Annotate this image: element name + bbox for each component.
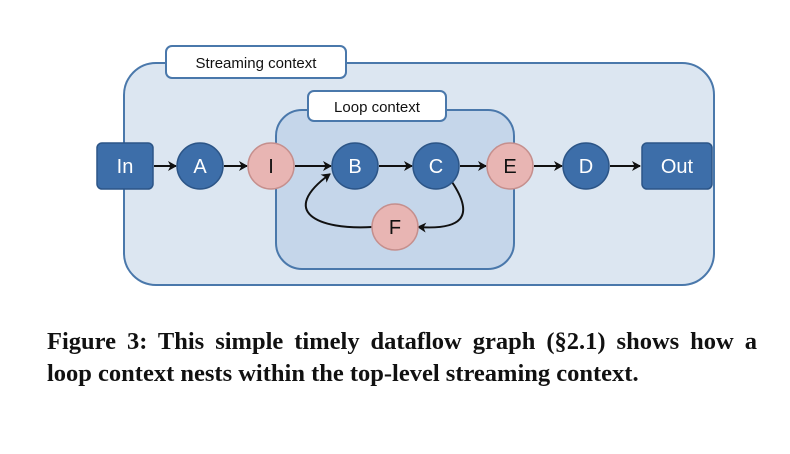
node-i	[247, 142, 295, 190]
edge-f-b	[304, 173, 373, 229]
node-b-label: B	[348, 156, 361, 178]
loop-context-label: Loop context	[334, 99, 421, 116]
node-c-label: C	[429, 156, 443, 178]
node-c	[412, 142, 460, 190]
dataflow-diagram: Streaming context Loop context In A I B …	[96, 45, 715, 286]
figure-caption: Figure 3: This simple timely dataflow gr…	[47, 328, 757, 387]
node-out	[641, 142, 713, 190]
node-f	[371, 203, 419, 251]
node-i-label: I	[268, 156, 274, 178]
node-e	[486, 142, 534, 190]
node-in-label: In	[117, 156, 134, 178]
node-f-label: F	[389, 217, 401, 239]
node-d	[562, 142, 610, 190]
node-b	[331, 142, 379, 190]
edge-c-f	[417, 181, 464, 233]
node-d-label: D	[579, 156, 593, 178]
node-a	[176, 142, 224, 190]
loop-context-label-box	[307, 90, 447, 122]
streaming-context-label: Streaming context	[196, 55, 318, 72]
node-out-label: Out	[661, 156, 694, 178]
node-e-label: E	[503, 156, 516, 178]
streaming-context-label-box	[165, 45, 347, 79]
node-in	[96, 142, 154, 190]
node-a-label: A	[193, 156, 207, 178]
